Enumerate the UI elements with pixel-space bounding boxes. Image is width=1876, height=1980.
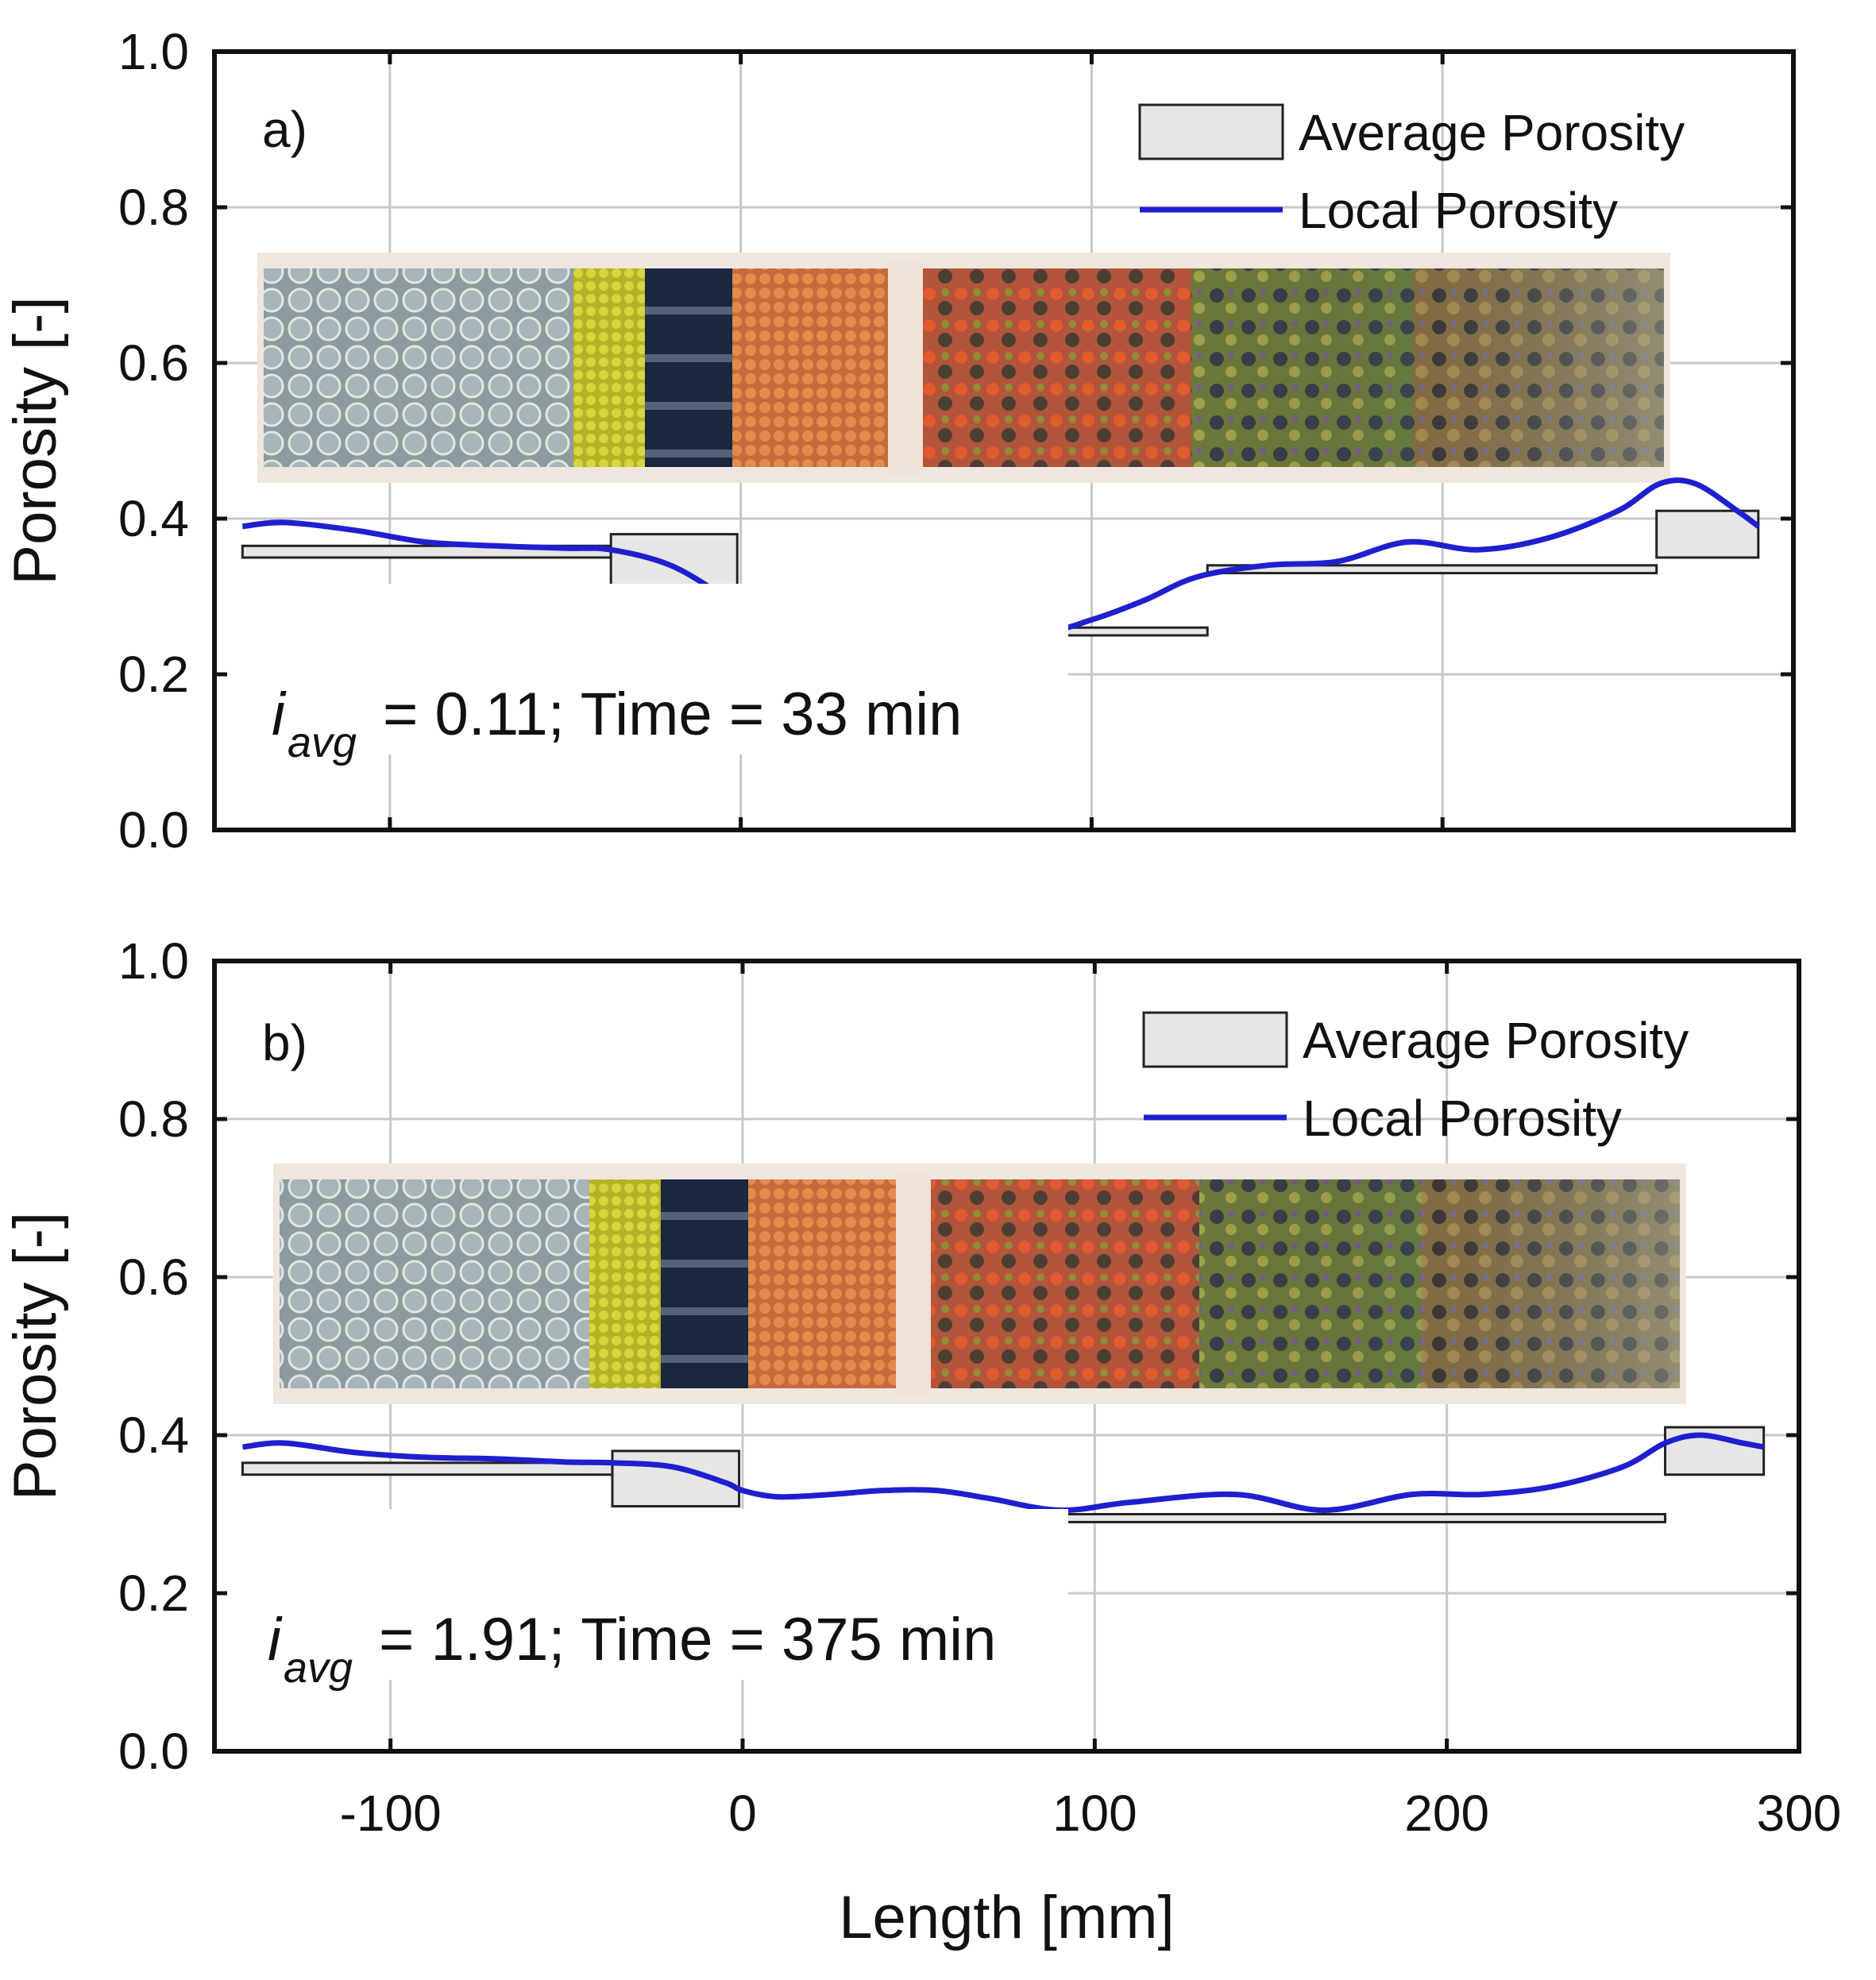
average-porosity-band [609,533,739,590]
panel-b: i avg = 1.91; Time = 375 min b) Average Poro… [2,932,1841,1951]
photo-shade [1199,1179,1680,1388]
photo-segment [661,1179,748,1388]
local-porosity-line [242,1432,1765,1514]
photo-segment [645,268,732,467]
plot-frame [212,49,1796,832]
legend: Average Porosity Local Porosity [1138,103,1685,239]
x-tick-label: 100 [1052,1785,1137,1842]
y-axis-title: Porosity [-] [2,296,69,585]
legend-swatch-average [1142,1011,1288,1068]
y-tick-label: 0.6 [118,334,189,392]
y-tick-label: 0.4 [118,1407,189,1464]
legend-swatch-average [1138,103,1284,160]
annotation-text: = 0.11; Time = 33 min [383,681,962,748]
ticks [214,49,1796,832]
legend-label-average: Average Porosity [1303,1012,1689,1069]
x-tick-labels: -100 0 100 200 300 [340,1785,1842,1842]
y-tick-label: 0.2 [118,1565,189,1622]
average-porosity-band [1206,564,1658,575]
y-tick-labels: 0.0 0.2 0.4 0.6 0.8 1.0 [118,23,189,859]
y-tick-label: 0.0 [118,801,189,859]
y-tick-label: 1.0 [118,23,189,80]
photo-divider [888,261,923,475]
photo-segment [264,268,573,467]
average-porosity-band [1655,509,1760,559]
x-tick-label: 300 [1757,1785,1842,1842]
y-tick-labels: 0.0 0.2 0.4 0.6 0.8 1.0 [118,932,189,1780]
photo-shade [1191,268,1664,467]
photo-segment [589,1179,661,1388]
panel-label: b) [262,1014,307,1071]
y-axis-title: Porosity [-] [2,1212,69,1500]
legend: Average Porosity Local Porosity [1142,1011,1689,1147]
y-tick-label: 0.8 [118,1090,189,1148]
annotation-symbol: i [268,1606,283,1673]
y-tick-label: 0.2 [118,646,189,703]
y-tick-label: 0.4 [118,490,189,547]
x-tick-label: -100 [340,1785,442,1842]
photo-segment [931,1179,1199,1388]
legend-label-average: Average Porosity [1299,104,1685,161]
annotation-subscript: avg [288,719,357,766]
panel-label: a) [262,101,307,158]
photo-segment [732,268,888,467]
y-tick-label: 1.0 [118,932,189,990]
y-tick-label: 0.6 [118,1249,189,1306]
photo-segment [573,268,645,467]
annotation: i avg = 0.11; Time = 33 min [218,584,1068,766]
photo-divider [896,1171,931,1396]
legend-label-local: Local Porosity [1299,182,1618,239]
photo-segment [748,1179,896,1388]
panel-a: i avg = 0.11; Time = 33 min a) Average Poros… [2,23,1796,859]
annotation-symbol: i [272,681,287,748]
ticks [214,959,1801,1754]
photo-segment [923,268,1191,467]
plot-frame [212,959,1801,1754]
column-photo [273,1164,1686,1404]
x-axis-title: Length [mm] [839,1884,1174,1951]
average-porosity-band [241,1461,614,1476]
x-tick-label: 200 [1404,1785,1489,1842]
y-tick-label: 0.0 [118,1723,189,1780]
x-tick-label: 0 [728,1785,757,1842]
annotation-bg [218,1509,1068,1680]
annotation-bg [218,584,1068,755]
legend-label-local: Local Porosity [1303,1090,1622,1147]
annotation-text: = 1.91; Time = 375 min [379,1606,996,1673]
column-photo [257,253,1670,483]
annotation-subscript: avg [284,1644,353,1692]
y-tick-label: 0.8 [118,179,189,236]
annotation: i avg = 1.91; Time = 375 min [218,1509,1068,1692]
photo-segment [280,1179,589,1388]
